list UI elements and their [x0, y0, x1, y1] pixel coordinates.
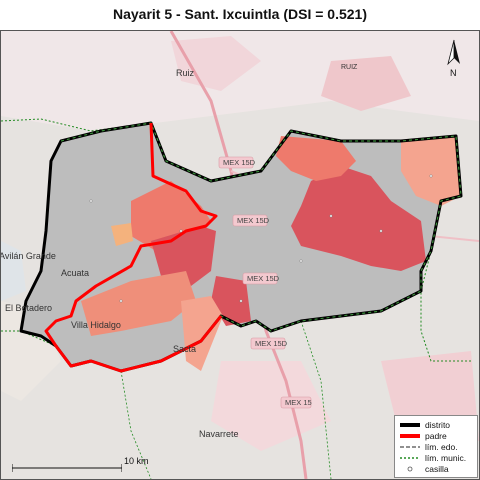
section-mid-southcenter [81, 271, 196, 336]
north-arrow: N [446, 38, 462, 78]
casilla-point [299, 259, 303, 263]
map-frame: Ruiz RUIZ Villa Hidalgo Sacta Navarrete … [0, 30, 480, 480]
basemap-coast [1, 241, 26, 301]
section-low-town [111, 223, 133, 246]
legend-swatch-lim-munic [400, 456, 420, 459]
scale-bar-graphic [12, 464, 122, 472]
place-ruiz-2: RUIZ [341, 64, 358, 71]
casilla-point [429, 174, 433, 178]
map-title: Nayarit 5 - Sant. Ixcuintla (DSI = 0.521… [112, 6, 368, 22]
legend-swatch-casilla [407, 466, 413, 471]
svg-text:MEX 15D: MEX 15D [247, 274, 280, 283]
place-villa-hidalgo: Villa Hidalgo [71, 320, 121, 330]
road-label-mex15d-2: MEX 15D [232, 214, 270, 227]
basemap-north-region [1, 31, 479, 131]
place-sacta: Sacta [173, 344, 196, 354]
legend-item-lim-munic: lím. munic. [399, 452, 473, 463]
casilla-point [239, 299, 243, 303]
municipal-boundary-west [1, 160, 52, 332]
map-canvas: Ruiz RUIZ Villa Hidalgo Sacta Navarrete … [1, 31, 479, 479]
place-acuata: Acuata [61, 268, 89, 278]
basemap-pink-area-4 [211, 361, 331, 451]
scale-bar: 10 km [12, 456, 149, 472]
legend-label: lím. munic. [425, 452, 467, 463]
legend: distrito padre lím. edo. lím. munic. cas… [394, 415, 478, 478]
legend-item-distrito: distrito [399, 419, 473, 430]
section-high-east [291, 166, 426, 271]
legend-swatch-lim-edo [400, 446, 420, 447]
legend-label: lím. edo. [425, 441, 458, 452]
section-mid-northeast [276, 136, 356, 181]
svg-text:MEX 15: MEX 15 [285, 398, 312, 407]
place-ruiz-1: Ruiz [176, 68, 195, 78]
legend-item-casilla: casilla [399, 463, 473, 474]
road-label-mex15d-3: MEX 15D [242, 272, 280, 285]
north-arrow-icon: N [447, 39, 460, 78]
road-label-mex15d-1: MEX 15D [218, 156, 256, 169]
casilla-point [89, 199, 93, 203]
legend-item-padre: padre [399, 430, 473, 441]
svg-text:MEX 15D: MEX 15D [223, 158, 256, 167]
basemap-pink-area-2 [321, 56, 411, 111]
place-avilan-grande: Avilán Grande [1, 251, 56, 261]
svg-text:MEX 15D: MEX 15D [255, 339, 288, 348]
casilla-point [329, 214, 333, 218]
legend-label: padre [425, 430, 447, 441]
parent-outline [44, 122, 223, 373]
legend-label: casilla [425, 463, 449, 474]
place-navarrete: Navarrete [199, 429, 239, 439]
casilla-point [379, 229, 383, 233]
legend-swatch-distrito [400, 422, 420, 427]
section-low-northeast [401, 136, 461, 206]
municipal-boundary-far [120, 320, 332, 479]
legend-label: distrito [425, 419, 451, 430]
road-label-mex15: MEX 15 [280, 396, 312, 409]
road-label-mex15d-4: MEX 15D [250, 337, 288, 350]
svg-text:MEX 15D: MEX 15D [237, 216, 270, 225]
basemap-pink-area-1 [171, 36, 261, 91]
casilla-points [89, 174, 433, 303]
north-label: N [450, 68, 457, 78]
place-el-botadero: El Botadero [5, 303, 52, 313]
scale-label: 10 km [124, 456, 149, 466]
legend-swatch-padre [400, 433, 420, 438]
casilla-point [179, 229, 183, 233]
casilla-point [119, 299, 123, 303]
legend-item-lim-edo: lím. edo. [399, 441, 473, 452]
section-low-south [181, 296, 223, 371]
